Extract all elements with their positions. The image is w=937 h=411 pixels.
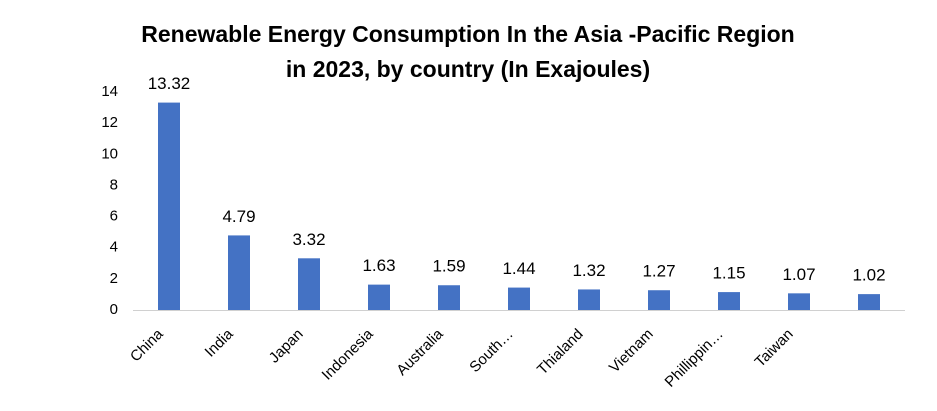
x-tick-label: Phillippin… <box>662 326 727 391</box>
x-tick-label: India <box>202 325 237 360</box>
y-tick-label: 8 <box>110 176 118 193</box>
bar <box>788 293 810 310</box>
value-label: 1.63 <box>362 256 395 275</box>
chart-title: Renewable Energy Consumption In the Asia… <box>141 21 794 47</box>
bar <box>718 292 740 310</box>
chart-title: in 2023, by country (In Exajoules) <box>286 56 650 82</box>
x-tick-label: Taiwan <box>752 326 797 371</box>
bar <box>508 287 530 310</box>
x-tick-label: China <box>127 325 167 365</box>
value-label: 1.07 <box>782 265 815 284</box>
value-label: 1.02 <box>852 266 885 285</box>
value-label: 1.44 <box>502 259 535 278</box>
bar <box>298 258 320 310</box>
x-tick-label: Japan <box>266 326 307 367</box>
bar <box>858 294 880 310</box>
bar <box>368 284 390 310</box>
x-tick-label: Indonesia <box>319 325 377 383</box>
bar <box>158 102 180 311</box>
y-tick-label: 14 <box>101 83 118 100</box>
y-tick-label: 2 <box>110 270 118 287</box>
x-tick-label: Australia <box>393 325 447 379</box>
bar <box>228 235 250 310</box>
value-label: 1.15 <box>712 264 745 283</box>
y-tick-label: 6 <box>110 208 118 225</box>
x-tick-label: Thialand <box>534 326 587 379</box>
y-tick-label: 10 <box>101 145 118 162</box>
bar <box>438 285 460 310</box>
value-label: 1.27 <box>642 262 675 281</box>
y-tick-label: 4 <box>110 239 118 256</box>
x-tick-label: Vietnam <box>606 326 657 377</box>
value-label: 1.59 <box>432 257 465 276</box>
bar <box>578 289 600 310</box>
y-tick-label: 0 <box>110 301 118 318</box>
value-label: 3.32 <box>292 230 325 249</box>
value-label: 1.32 <box>572 261 605 280</box>
bar <box>648 290 670 310</box>
y-tick-label: 12 <box>101 114 118 131</box>
value-label: 13.32 <box>148 74 191 93</box>
value-label: 4.79 <box>222 207 255 226</box>
x-tick-label: South… <box>466 326 516 376</box>
